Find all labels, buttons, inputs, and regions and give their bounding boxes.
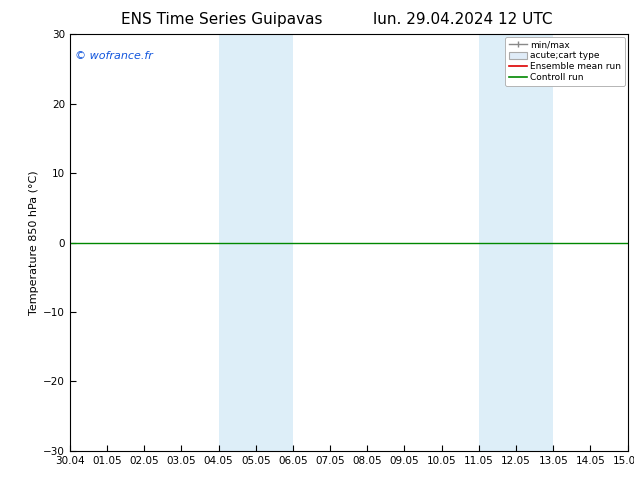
Text: lun. 29.04.2024 12 UTC: lun. 29.04.2024 12 UTC xyxy=(373,12,553,27)
Legend: min/max, acute;cart type, Ensemble mean run, Controll run: min/max, acute;cart type, Ensemble mean … xyxy=(505,37,625,86)
Y-axis label: Temperature 850 hPa (°C): Temperature 850 hPa (°C) xyxy=(29,170,39,315)
Bar xyxy=(516,34,553,451)
Text: © wofrance.fr: © wofrance.fr xyxy=(75,51,153,61)
Bar xyxy=(256,34,293,451)
Bar xyxy=(219,34,256,451)
Text: ENS Time Series Guipavas: ENS Time Series Guipavas xyxy=(121,12,323,27)
Bar xyxy=(479,34,516,451)
